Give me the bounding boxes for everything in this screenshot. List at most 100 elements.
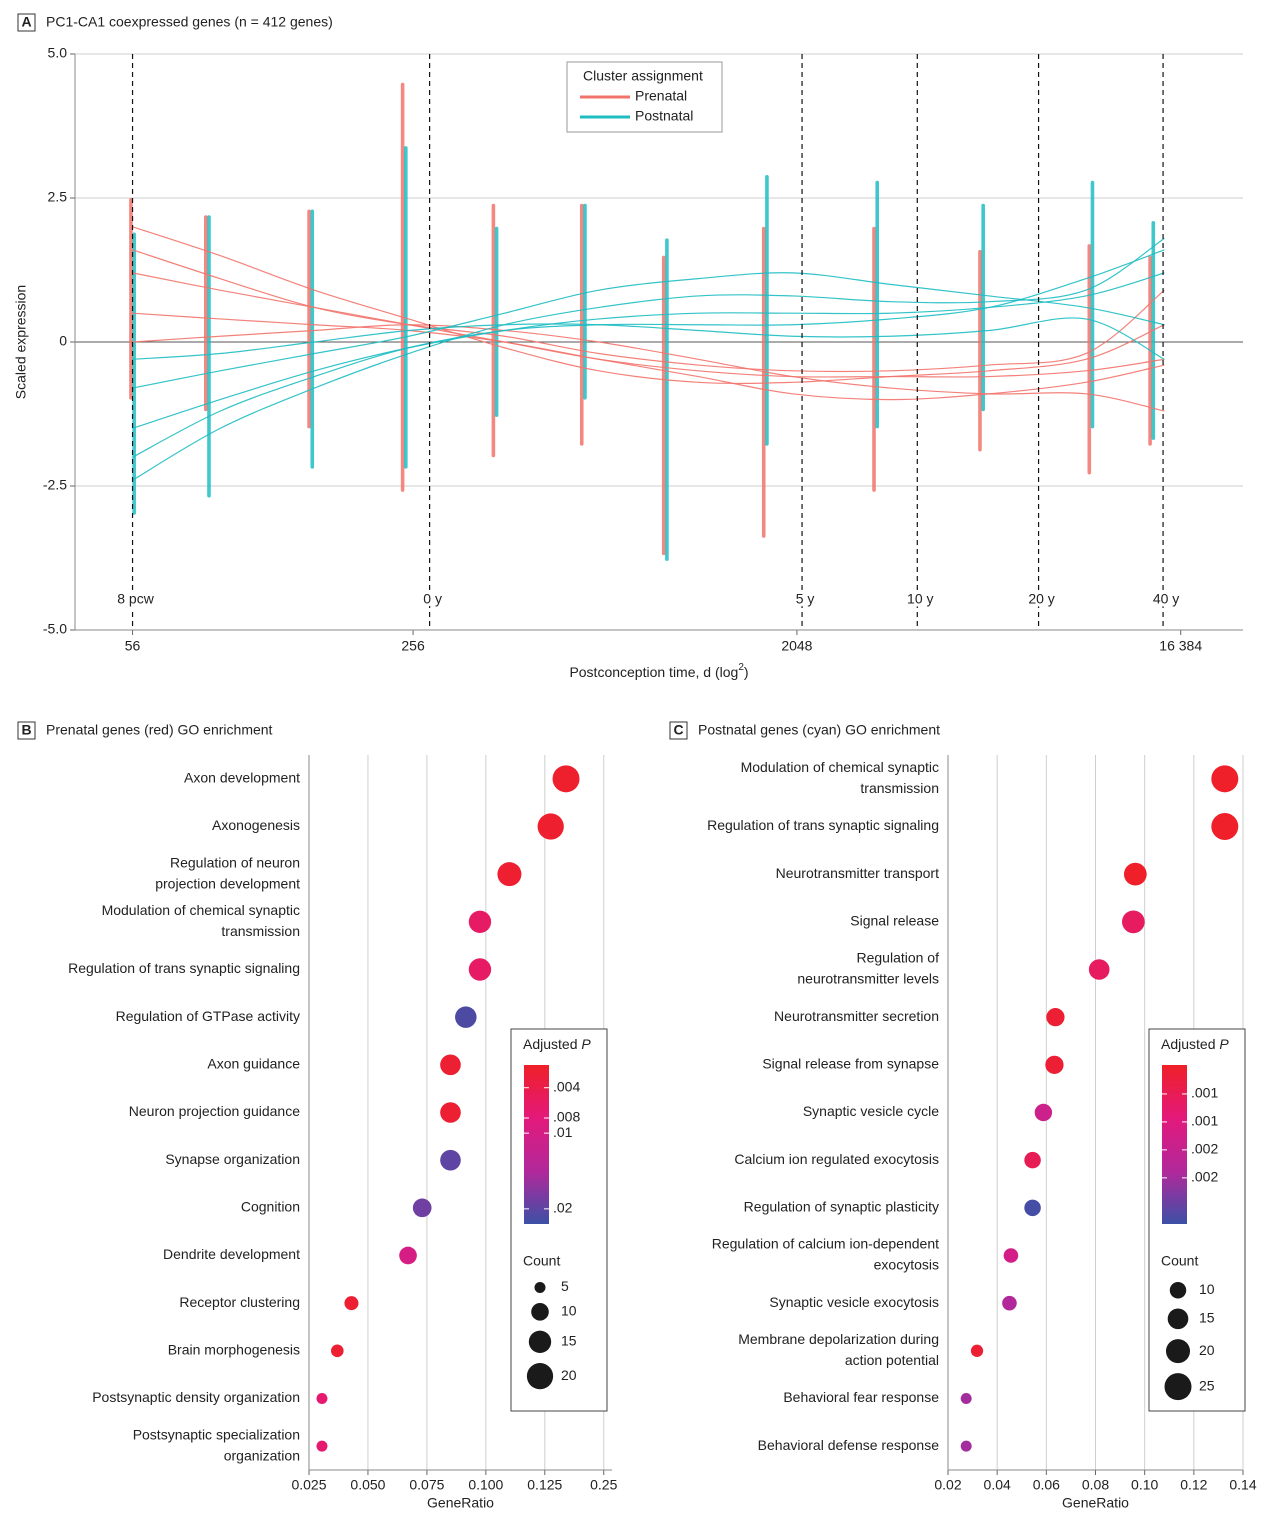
- category-label: Signal release: [850, 913, 939, 929]
- size-legend-dot: [1167, 1308, 1189, 1330]
- x-axis-label-text: Postconception time, d (log: [569, 664, 738, 680]
- dot: [537, 813, 564, 840]
- dot: [316, 1440, 328, 1452]
- dot: [440, 1149, 461, 1171]
- dot-column: [978, 249, 982, 452]
- category-label: Regulation of GTPase activity: [116, 1008, 300, 1024]
- dot: [468, 910, 492, 934]
- x-axis-label: GeneRatio: [427, 1495, 494, 1511]
- category-label: action potential: [845, 1352, 939, 1368]
- x-tick-label: 0.14: [1229, 1477, 1256, 1493]
- category-label: Postsynaptic density organization: [92, 1389, 300, 1405]
- x-tick-label: 0.02: [934, 1477, 961, 1493]
- color-tick-label: .004: [553, 1078, 580, 1094]
- x-tick-label: 0.12: [1180, 1477, 1207, 1493]
- size-legend-dot: [1169, 1282, 1187, 1299]
- panel-label: C: [673, 722, 683, 738]
- category-label: Neurotransmitter transport: [776, 865, 940, 881]
- category-label: Dendrite development: [163, 1246, 300, 1262]
- category-label: Axon guidance: [207, 1056, 300, 1072]
- category-label: Regulation of synaptic plasticity: [744, 1199, 939, 1215]
- color-legend-title-italic: P: [581, 1036, 591, 1052]
- dot-column: [761, 226, 766, 538]
- dot-column: [665, 238, 669, 561]
- dot: [455, 1006, 477, 1028]
- category-label: Regulation of calcium ion-dependent: [712, 1236, 939, 1252]
- color-legend-title: Adjusted P: [1161, 1036, 1229, 1052]
- dot: [1024, 1199, 1041, 1217]
- trend-line: [132, 249, 1165, 458]
- size-legend-title: Count: [523, 1253, 560, 1269]
- panel-label: B: [21, 722, 31, 738]
- dot: [440, 1102, 461, 1123]
- dot: [399, 1246, 417, 1265]
- y-tick-label: -2.5: [43, 477, 67, 493]
- category-label: Calcium ion regulated exocytosis: [734, 1151, 939, 1167]
- category-label: Synapse organization: [165, 1151, 300, 1167]
- x-tick-label: 0.125: [527, 1477, 562, 1493]
- dot: [440, 1054, 461, 1076]
- category-label: Axonogenesis: [212, 817, 300, 833]
- dot-column: [129, 198, 133, 400]
- trend-line: [132, 272, 1165, 389]
- x-tick-label: 2048: [781, 638, 812, 654]
- trend-line: [132, 317, 1165, 360]
- color-bar: [524, 1065, 549, 1224]
- dot: [330, 1344, 344, 1358]
- reference-label: 40 y: [1153, 591, 1179, 607]
- dot-column: [583, 203, 587, 400]
- dot: [960, 1393, 972, 1404]
- x-tick-label: 0.075: [409, 1477, 444, 1493]
- trend-line: [132, 312, 1165, 401]
- dot: [497, 862, 522, 887]
- x-axis-label: Postconception time, d (log2): [569, 662, 748, 680]
- dot: [468, 958, 492, 981]
- dot-column: [491, 203, 496, 458]
- panel-title: Prenatal genes (red) GO enrichment: [46, 722, 273, 738]
- size-legend-label: 25: [1199, 1377, 1215, 1393]
- category-label: Synaptic vesicle exocytosis: [769, 1294, 939, 1310]
- trend-line: [132, 272, 1165, 429]
- panel-label-box: [17, 13, 36, 32]
- category-label: projection development: [155, 875, 300, 891]
- panel-label-box: [669, 721, 688, 740]
- color-tick-label: .01: [553, 1124, 573, 1140]
- dot-column: [310, 209, 315, 469]
- y-tick-label: 2.5: [48, 189, 68, 205]
- trend-line: [132, 249, 1165, 373]
- size-legend-label: 5: [561, 1278, 569, 1294]
- category-label: transmission: [221, 923, 300, 939]
- dot-column: [765, 174, 769, 446]
- size-legend-label: 20: [561, 1367, 577, 1383]
- x-tick-label: 16 384: [1159, 638, 1202, 654]
- size-legend-dot: [534, 1282, 546, 1293]
- x-tick-label: 0.050: [350, 1477, 385, 1493]
- legend-label: Prenatal: [635, 88, 687, 104]
- category-label: Regulation of trans synaptic signaling: [707, 817, 939, 833]
- category-label: Behavioral defense response: [758, 1437, 940, 1453]
- color-tick-label: .002: [1191, 1141, 1218, 1157]
- color-legend-title-italic: P: [1219, 1036, 1229, 1052]
- category-label: Regulation of: [856, 950, 939, 966]
- dot: [412, 1198, 432, 1218]
- size-legend-dot: [1165, 1339, 1191, 1364]
- dot: [552, 765, 580, 793]
- y-tick-label: 5.0: [48, 45, 68, 61]
- size-legend-label: 15: [561, 1333, 577, 1349]
- legend-label: Postnatal: [635, 108, 693, 124]
- color-legend-title: Adjusted P: [523, 1036, 591, 1052]
- dot-column: [404, 146, 408, 469]
- trend-line: [132, 272, 1165, 378]
- category-label: organization: [224, 1447, 300, 1463]
- dot-column: [661, 255, 666, 556]
- panel-title: PC1-CA1 coexpressed genes (n = 412 genes…: [46, 14, 333, 30]
- size-legend-label: 10: [1199, 1281, 1215, 1297]
- category-label: Brain morphogenesis: [168, 1342, 300, 1358]
- reference-label: 0 y: [423, 591, 442, 607]
- color-legend-title-text: Adjusted: [1161, 1036, 1215, 1052]
- category-label: neurotransmitter levels: [797, 971, 939, 987]
- dot: [960, 1440, 972, 1452]
- x-tick-label: 0.08: [1082, 1477, 1109, 1493]
- panel-label: A: [21, 14, 31, 30]
